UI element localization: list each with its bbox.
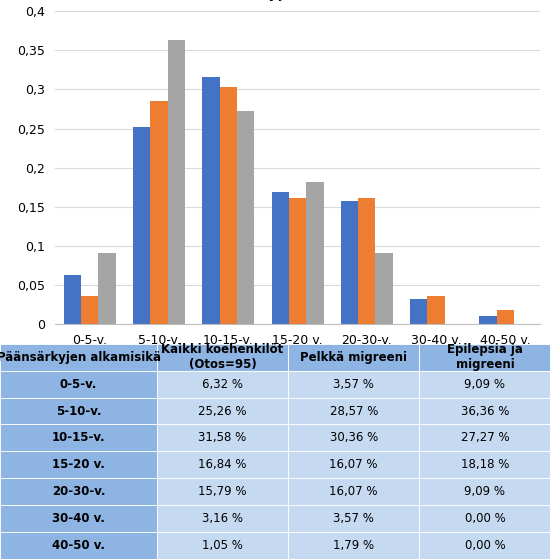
Bar — [0, 397, 157, 424]
Bar — [64, 275, 81, 324]
Bar — [81, 296, 99, 324]
Bar — [288, 452, 419, 479]
Text: 5-10-v.: 5-10-v. — [56, 405, 101, 418]
Text: 25,26 %: 25,26 % — [198, 405, 247, 418]
Bar — [419, 479, 550, 505]
Text: 6,32 %: 6,32 % — [202, 378, 243, 391]
Text: 31,58 %: 31,58 % — [198, 432, 247, 444]
Text: 9,09 %: 9,09 % — [464, 485, 505, 498]
Text: 1,05 %: 1,05 % — [202, 539, 243, 552]
Bar — [202, 77, 220, 324]
Bar — [410, 300, 428, 324]
Text: 3,16 %: 3,16 % — [202, 512, 243, 525]
Text: 40-50 v.: 40-50 v. — [52, 539, 105, 552]
Bar — [288, 344, 419, 371]
Bar — [157, 452, 288, 479]
Legend: Kaikki koehenkilöt (Otos=95), Pelkkä migreeni, Epilepsia ja migreeni: Kaikki koehenkilöt (Otos=95), Pelkkä mig… — [68, 371, 527, 387]
Bar — [419, 371, 550, 397]
Bar — [288, 371, 419, 397]
Text: 0,00 %: 0,00 % — [464, 512, 505, 525]
Bar — [419, 397, 550, 424]
Bar — [288, 424, 419, 452]
Bar — [150, 101, 168, 324]
Text: Pelkkä migreeni: Pelkkä migreeni — [300, 350, 407, 364]
Title: Päänsärkyjen alkamisikä: Päänsärkyjen alkamisikä — [187, 0, 408, 1]
Text: 16,84 %: 16,84 % — [198, 458, 247, 471]
Text: 15-20 v.: 15-20 v. — [52, 458, 105, 471]
Bar — [288, 532, 419, 559]
Text: 10-15-v.: 10-15-v. — [52, 432, 105, 444]
Bar — [341, 201, 358, 324]
Text: 30-40 v.: 30-40 v. — [52, 512, 105, 525]
Bar — [157, 397, 288, 424]
Bar — [157, 479, 288, 505]
Bar — [157, 505, 288, 532]
Text: 9,09 %: 9,09 % — [464, 378, 505, 391]
Bar — [428, 296, 445, 324]
Bar — [99, 253, 116, 324]
Bar — [157, 344, 288, 371]
Text: 1,79 %: 1,79 % — [333, 539, 374, 552]
Bar — [0, 424, 157, 452]
Text: 0-5-v.: 0-5-v. — [60, 378, 97, 391]
Text: 15,79 %: 15,79 % — [198, 485, 247, 498]
Text: 0,00 %: 0,00 % — [464, 539, 505, 552]
Bar — [358, 198, 375, 324]
Bar — [157, 532, 288, 559]
Bar — [0, 479, 157, 505]
Bar — [272, 192, 289, 324]
Bar — [419, 344, 550, 371]
Bar — [289, 198, 306, 324]
Text: 28,57 %: 28,57 % — [329, 405, 378, 418]
Bar — [288, 397, 419, 424]
Bar — [496, 310, 514, 324]
Text: 16,07 %: 16,07 % — [329, 485, 378, 498]
Text: Epilepsia ja
migreeni: Epilepsia ja migreeni — [447, 343, 523, 371]
Text: 18,18 %: 18,18 % — [461, 458, 509, 471]
Bar — [0, 452, 157, 479]
Bar — [419, 424, 550, 452]
Bar — [0, 505, 157, 532]
Bar — [479, 316, 496, 324]
Bar — [419, 452, 550, 479]
Bar — [419, 532, 550, 559]
Bar — [288, 505, 419, 532]
Bar — [168, 40, 185, 324]
Bar — [0, 532, 157, 559]
Bar — [375, 253, 393, 324]
Text: 27,27 %: 27,27 % — [461, 432, 509, 444]
Text: 36,36 %: 36,36 % — [461, 405, 509, 418]
Bar — [220, 87, 237, 324]
Text: 20-30-v.: 20-30-v. — [52, 485, 105, 498]
Bar — [0, 371, 157, 397]
Bar — [306, 182, 323, 324]
Text: Päänsärkyjen alkamisikä: Päänsärkyjen alkamisikä — [0, 350, 160, 364]
Text: 30,36 %: 30,36 % — [329, 432, 378, 444]
Text: Kaikki koehenkilöt
(Otos=95): Kaikki koehenkilöt (Otos=95) — [161, 343, 284, 371]
Bar — [133, 126, 150, 324]
Bar — [157, 371, 288, 397]
Bar — [237, 111, 254, 324]
Bar — [157, 424, 288, 452]
Bar — [0, 344, 157, 371]
Text: 16,07 %: 16,07 % — [329, 458, 378, 471]
Text: 3,57 %: 3,57 % — [333, 512, 374, 525]
Bar — [419, 505, 550, 532]
Bar — [288, 479, 419, 505]
Text: 3,57 %: 3,57 % — [333, 378, 374, 391]
